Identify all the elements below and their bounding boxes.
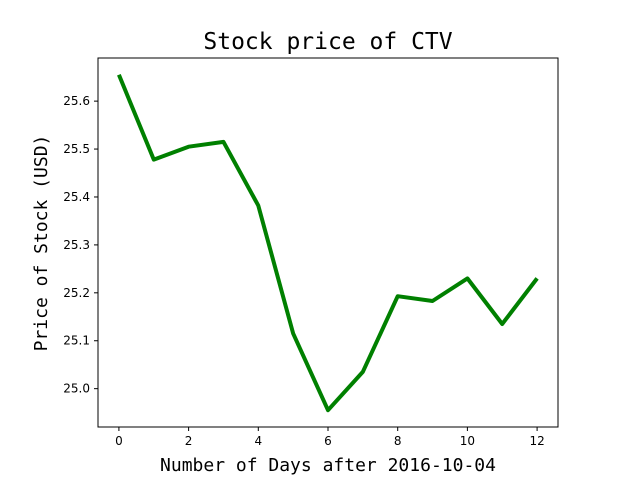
y-axis-label: Price of Stock (USD)	[31, 135, 52, 352]
x-tick-label: 0	[115, 434, 123, 448]
x-tick-label: 10	[460, 434, 475, 448]
y-tick-label: 25.4	[63, 190, 90, 204]
x-axis-label: Number of Days after 2016-10-04	[160, 455, 496, 476]
y-tick-label: 25.1	[63, 334, 90, 348]
y-tick-label: 25.0	[63, 382, 90, 396]
axes-frame	[97, 57, 559, 428]
x-tick-label: 6	[324, 434, 332, 448]
plot-area	[97, 57, 559, 428]
x-tick-label: 4	[254, 434, 262, 448]
x-tick-label: 2	[185, 434, 193, 448]
y-tick-label: 25.3	[63, 238, 90, 252]
x-axis-ticks: 0 2 4 6 8 10 12	[115, 427, 545, 448]
chart-title: Stock price of CTV	[203, 29, 452, 55]
series-line	[117, 74, 539, 413]
y-axis-ticks: 25.0 25.1 25.2 25.3 25.4 25.5 25.6	[63, 94, 98, 396]
x-tick-label: 8	[394, 434, 402, 448]
y-tick-label: 25.6	[63, 94, 90, 108]
x-tick-label: 12	[529, 434, 544, 448]
y-tick-label: 25.5	[63, 142, 90, 156]
y-tick-label: 25.2	[63, 286, 90, 300]
